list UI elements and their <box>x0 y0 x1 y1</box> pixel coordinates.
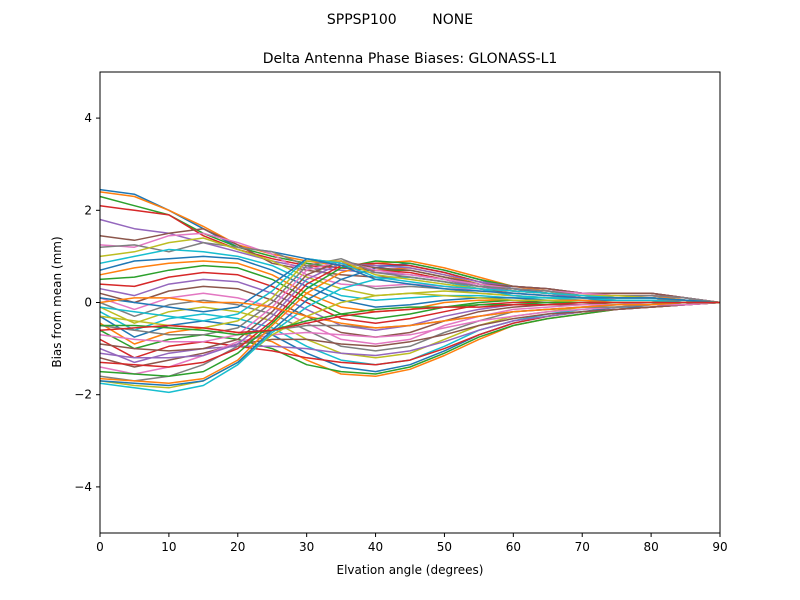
chart-suptitle: SPPSP100 NONE <box>327 12 473 28</box>
series-line-41 <box>99 257 721 313</box>
x-tick-label: 0 <box>96 540 104 554</box>
x-tick-label: 40 <box>368 540 383 554</box>
y-axis-label: Bias from mean (mm) <box>50 236 64 367</box>
y-tick-label: 0 <box>84 296 92 310</box>
series-line-44 <box>99 301 720 334</box>
series-line-36 <box>99 260 721 352</box>
x-tick-label: 50 <box>437 540 452 554</box>
x-tick-label: 20 <box>230 540 245 554</box>
y-tick-label: 2 <box>84 203 92 217</box>
x-tick-label: 60 <box>506 540 521 554</box>
x-axis-label: Elvation angle (degrees) <box>337 563 484 577</box>
series-line-26 <box>99 301 721 368</box>
chart-title: Delta Antenna Phase Biases: GLONASS-L1 <box>263 51 558 67</box>
x-tick-label: 30 <box>299 540 314 554</box>
axes-layer: 0 10 20 30 40 50 60 70 80 90 −4 −2 0 2 4 <box>74 111 727 554</box>
y-tick-label: −2 <box>74 388 92 402</box>
plot-frame <box>99 71 721 534</box>
series-line-42 <box>99 297 720 329</box>
series-line-21 <box>99 301 721 373</box>
x-tick-label: 80 <box>643 540 658 554</box>
y-tick-label: −4 <box>74 480 92 494</box>
x-tick-label: 90 <box>712 540 727 554</box>
y-tick-label: 4 <box>84 111 92 125</box>
x-tick-label: 10 <box>161 540 176 554</box>
x-tick-label: 70 <box>575 540 590 554</box>
series-layer <box>99 188 721 394</box>
